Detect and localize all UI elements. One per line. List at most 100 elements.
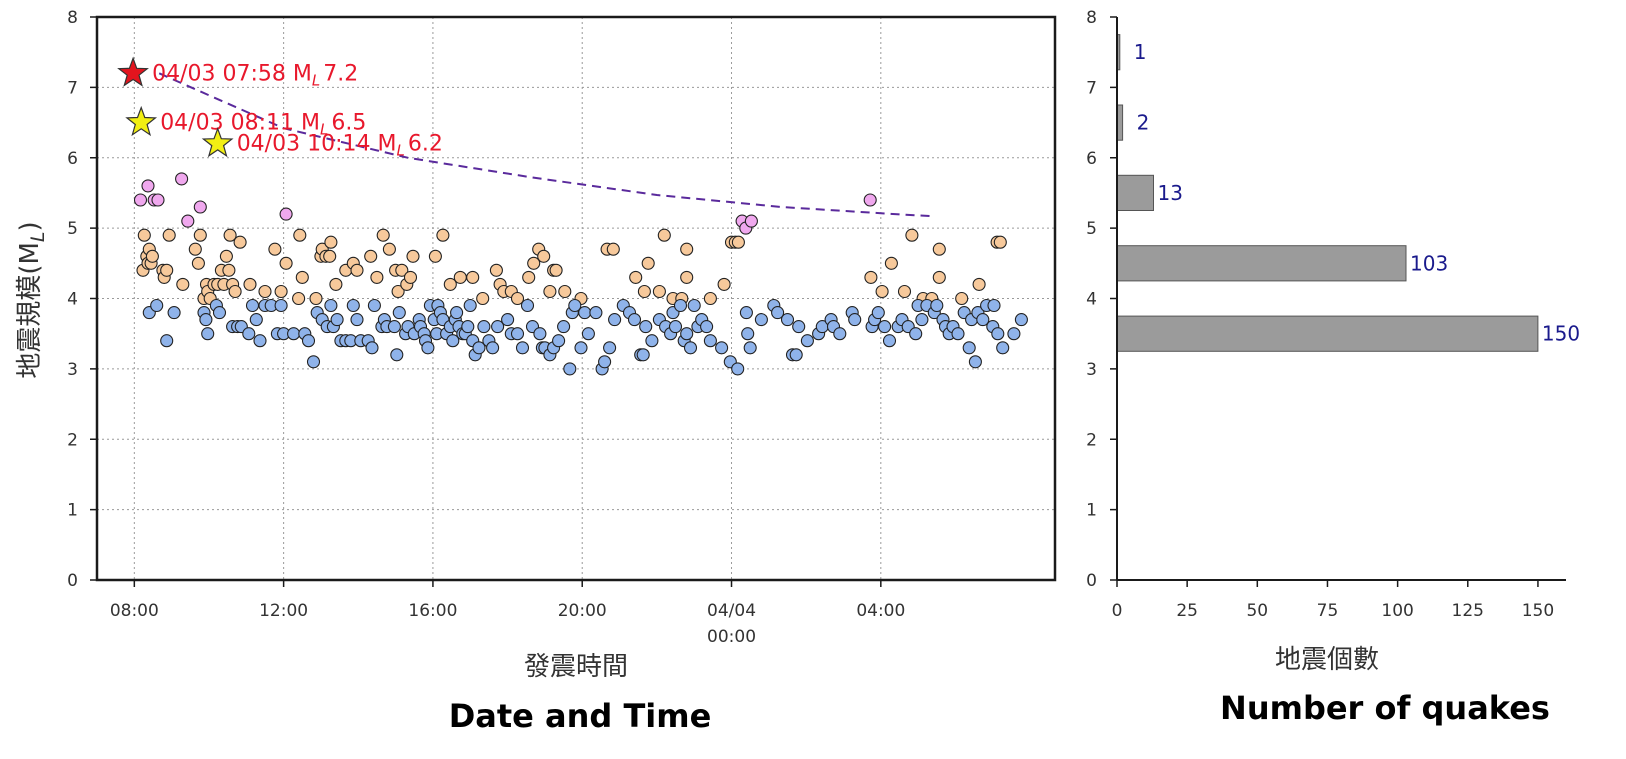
quake-point [951,327,965,341]
quake-point [578,306,592,320]
quake-point [792,320,806,334]
quake-point [878,320,892,334]
quake-point [968,355,982,369]
quake-point [324,235,338,249]
quake-point [703,334,717,348]
quake-point [181,214,195,228]
quake-point [731,362,745,376]
quake-point [301,334,316,348]
quake-point [188,242,202,256]
histogram-x-tick-label: 50 [1246,601,1268,621]
quake-point [510,327,525,341]
quake-point [309,291,323,306]
quake-point [491,320,505,334]
scatter-chart: 04/03 07:58 ML 7.204/03 08:11 ML 6.504/03 … [15,8,1057,735]
quake-point [450,306,464,320]
histogram-bar [1116,315,1539,352]
mainshock-label-sub: L [396,142,404,160]
quake-point [552,334,566,348]
quake-point [329,277,343,291]
quake-point [160,263,174,277]
histogram-y-ticks: 0 1 2 3 4 5 6 7 8 [1086,8,1117,591]
quake-point [932,242,946,256]
mainshock-label-sub: L [312,71,320,89]
quake-point [731,235,745,249]
quake-point [848,313,862,327]
quake-point [606,242,620,256]
quake-point [608,313,622,327]
y-axis-title-close: ) [15,221,45,231]
quake-point [367,298,381,313]
quake-point [744,214,758,228]
quake-point [991,327,1005,341]
quake-point [486,341,500,355]
quake-point [864,270,878,284]
mainshock-label-sub: L [320,121,328,139]
quake-point [680,242,694,256]
quake-point [293,228,307,242]
quake-point [680,327,694,341]
histogram-x-tick-label: 125 [1452,601,1484,621]
histogram-bar [1116,245,1407,282]
quake-point [201,327,215,341]
scatter-y-ticks: 0 1 2 3 4 5 6 7 8 [67,8,97,591]
quake-point [472,341,486,355]
quake-point [932,270,946,284]
quake-point [930,298,944,313]
mainshock-label-prefix: 04/03 10:14 M [237,132,397,157]
histogram-y-tick-label: 1 [1086,501,1097,521]
quake-point [463,298,477,313]
quake-point [636,348,650,362]
quake-point [905,228,919,242]
x-tick-label: 04/04 [707,601,756,621]
quake-point [833,327,847,341]
quake-point [976,313,990,327]
quake-point [629,270,643,284]
x-axis-title-english: Date and Time [449,697,712,735]
mainshock-label-mag: 6.5 [331,111,366,136]
histogram-y-tick-label: 5 [1086,219,1097,239]
mainshock-label: 04/03 07:58 ML 7.2 [152,61,358,89]
quake-point [882,334,897,348]
quake-point [581,327,595,341]
quake-point [972,277,986,291]
quake-point [382,242,396,256]
mainshock-label-mag: 6.2 [408,132,443,157]
trend-line [158,72,935,218]
histogram-x-axis-title-english: Number of quakes [1220,689,1550,727]
quake-point [637,284,651,299]
x-tick-label: 20:00 [558,601,607,621]
mainshock-star-marker [117,56,149,87]
quake-point [292,291,306,306]
x-tick-label: 04:00 [856,601,905,621]
quake-point [365,341,379,355]
quake-point [323,249,337,263]
quake-point [258,284,272,299]
quake-point [537,249,551,263]
histogram-bar-label: 13 [1158,181,1183,205]
histogram-bar-label: 150 [1542,322,1580,346]
histogram-bar-label: 1 [1134,40,1147,64]
quake-point [364,249,378,263]
quake-point [212,306,227,320]
trend-line-group [158,72,935,218]
quake-point [133,193,148,207]
quake-point [739,306,753,320]
histogram-x-tick-label: 75 [1317,601,1339,621]
quake-point [789,348,803,362]
quake-point [715,341,729,355]
quake-point [915,313,929,327]
quake-point [668,320,683,334]
quake-point [193,228,207,242]
x-axis-title: 發震時間 [524,652,628,682]
y-tick-label: 7 [67,78,78,98]
quake-point [549,263,563,277]
quake-point [563,362,577,376]
quake-point [673,298,688,313]
quake-point [199,313,213,327]
quake-point [754,313,768,327]
y-tick-label: 3 [67,360,78,380]
quake-point [228,284,242,299]
mainshock-label-prefix: 04/03 08:11 M [160,111,320,136]
quake-point [627,313,642,327]
